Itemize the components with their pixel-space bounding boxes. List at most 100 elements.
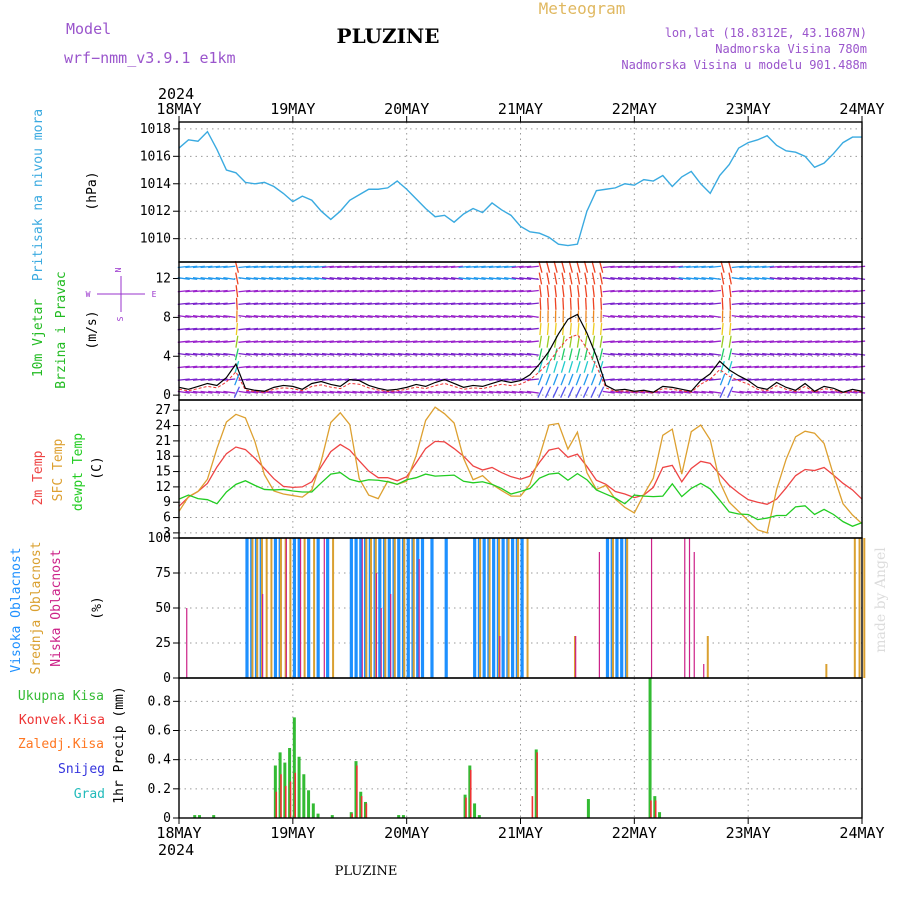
- wind-arrow: [238, 265, 251, 269]
- wind-arrow: [352, 289, 365, 293]
- cloud-mid-bar: [270, 538, 273, 678]
- wind-arrow: [663, 314, 676, 318]
- wind-arrow: [253, 314, 266, 318]
- wind-arrow: [576, 285, 580, 298]
- wind-arrow: [792, 314, 805, 318]
- cloud-low-bar: [688, 538, 691, 678]
- year-bottom: 2024: [158, 841, 194, 859]
- precip-total-bar: [349, 812, 353, 818]
- wind-arrow: [329, 277, 342, 280]
- wind-arrow: [640, 327, 653, 331]
- wind-arrow: [246, 265, 259, 269]
- wind-arrow: [291, 365, 304, 369]
- wind-arrow: [769, 314, 782, 318]
- wind-arrow: [268, 352, 281, 356]
- wind-arrow: [784, 265, 797, 269]
- wind-arrow: [435, 314, 448, 318]
- wind-arrow: [837, 340, 851, 343]
- wind-arrow: [473, 390, 486, 394]
- wind-arrow: [397, 289, 410, 293]
- wind-arrow: [575, 386, 582, 398]
- wind-arrow: [321, 289, 334, 293]
- wind-arrow: [473, 327, 486, 331]
- y-tick-label: 27: [155, 403, 171, 418]
- wind-arrow: [845, 390, 858, 394]
- wind-arrow: [397, 352, 410, 356]
- wind-arrow: [488, 277, 501, 280]
- wind-arrow: [208, 378, 221, 381]
- precip-total-bar: [363, 801, 367, 818]
- wind-arrow: [496, 378, 509, 381]
- wind-arrow: [235, 335, 239, 348]
- wind-arrow: [458, 352, 471, 356]
- wind-arrow: [405, 365, 418, 369]
- wind-arrow: [192, 327, 205, 331]
- wind-arrow: [739, 314, 752, 318]
- wind-arrow: [306, 378, 319, 381]
- wind-arrow: [466, 327, 479, 331]
- wind-arrow: [238, 277, 251, 280]
- wind-arrow: [344, 327, 357, 331]
- wind-arrow: [352, 352, 365, 356]
- wind-arrow: [291, 378, 304, 381]
- wind-arrow: [670, 265, 684, 269]
- cloud-mid-bar: [863, 538, 866, 678]
- wind-arrow: [375, 352, 388, 356]
- wind-arrow: [177, 277, 190, 280]
- wind-arrow: [261, 327, 274, 331]
- wind-arrow: [610, 327, 623, 331]
- wind-arrow: [344, 289, 357, 293]
- wind-arrow: [655, 378, 668, 381]
- cloud-mid-bar: [303, 538, 306, 678]
- precip-conv-bar: [654, 800, 657, 818]
- wind-arrow: [428, 378, 441, 381]
- wind-arrow: [412, 390, 426, 394]
- wind-arrow: [590, 373, 597, 386]
- wind-arrow: [306, 289, 319, 293]
- wind-arrow: [428, 365, 441, 369]
- wind-arrow: [519, 365, 532, 369]
- wind-arrow: [830, 302, 843, 306]
- wind-arrow: [268, 327, 281, 331]
- wind-arrow: [283, 390, 297, 394]
- wind-arrow: [253, 378, 266, 381]
- precip-conv-bar: [289, 781, 292, 818]
- precip-legend-item: Grad: [74, 787, 105, 802]
- wind-arrow: [670, 340, 684, 343]
- wind-arrow: [602, 277, 615, 280]
- wind-arrow: [545, 361, 551, 373]
- wind-arrow: [799, 289, 813, 293]
- date-label-top: 24MAY: [839, 100, 884, 118]
- wind-arrow: [511, 265, 524, 269]
- wind-arrow: [352, 327, 365, 331]
- wind-arrow: [807, 352, 820, 356]
- wind-arrow: [215, 277, 228, 280]
- cloud-high-bar: [511, 538, 515, 678]
- wind-arrow: [299, 390, 312, 394]
- wind-arrow: [708, 327, 722, 331]
- wind-arrow: [830, 265, 843, 269]
- wind-arrow: [382, 340, 395, 343]
- wind-arrow: [488, 314, 501, 318]
- wind-arrow: [663, 302, 676, 306]
- wind-arrow: [561, 285, 565, 298]
- wind-arrow: [686, 365, 699, 369]
- wind-arrow: [504, 314, 517, 318]
- cloud-high-bar: [420, 538, 425, 678]
- wind-arrow: [215, 352, 228, 356]
- wind-arrow: [561, 348, 566, 361]
- wind-arrow: [359, 314, 372, 318]
- wind-arrow: [693, 302, 706, 306]
- wind-arrow: [185, 352, 198, 356]
- wind-arrow: [291, 289, 304, 293]
- wind-arrow: [390, 378, 403, 381]
- wind-arrow: [617, 378, 630, 381]
- wind-arrow: [367, 302, 380, 306]
- wind-arrow: [754, 352, 767, 356]
- wind-arrow: [845, 352, 858, 356]
- wind-arrow: [701, 265, 714, 269]
- wind-arrow: [519, 390, 532, 394]
- wind-arrow: [640, 365, 653, 369]
- wind-arrow: [617, 390, 630, 394]
